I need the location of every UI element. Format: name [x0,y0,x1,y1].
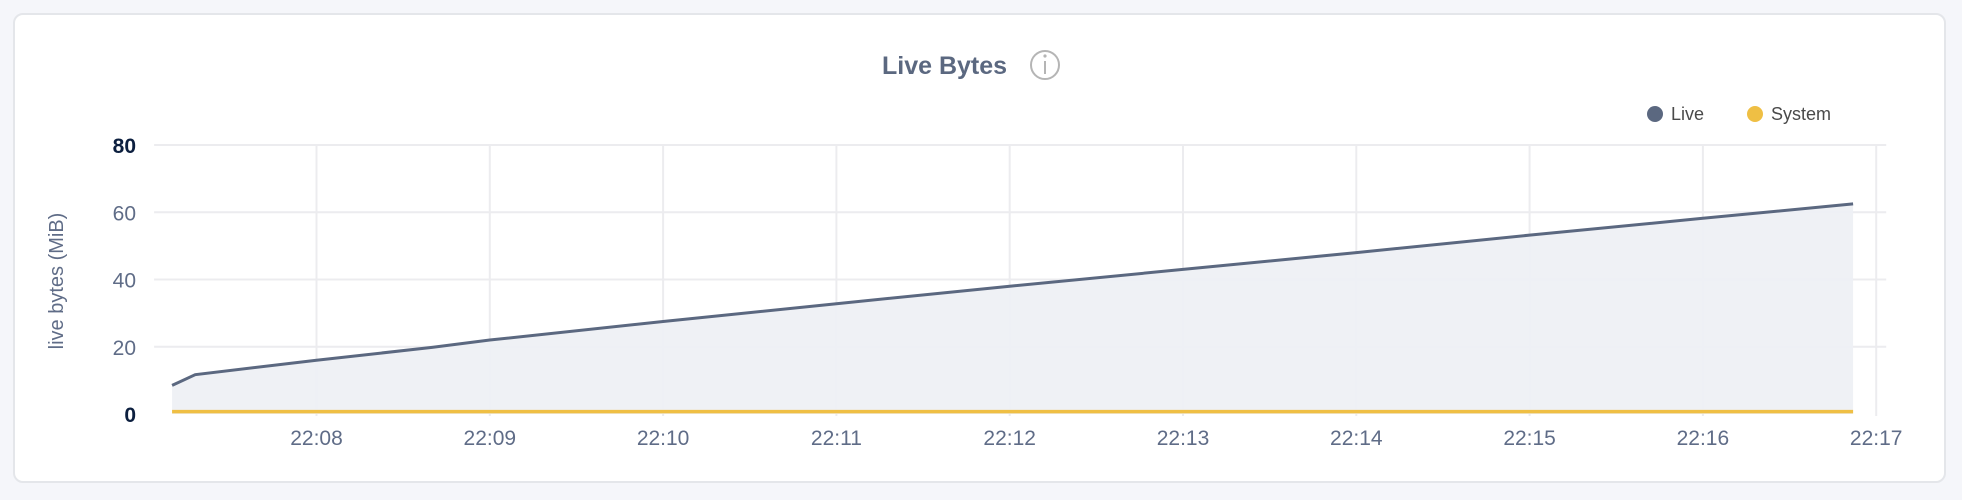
y-axis-title: live bytes (MiB) [46,213,68,350]
legend-item-system[interactable]: System [1747,104,1831,124]
x-axis: 22:08 22:09 22:10 22:11 22:12 22:13 22:14 22:15… [290,427,1902,450]
x-tick-label: 22:09 [464,427,517,450]
area-live [172,203,1854,414]
x-tick-label: 22:12 [983,427,1036,450]
y-tick-label: 20 [113,337,136,360]
y-tick-label: 60 [113,202,136,225]
legend: Live System [1647,104,1831,124]
y-tick-label: 0 [124,404,136,427]
legend-label: Live [1671,104,1704,124]
series-layer [171,202,1854,414]
x-tick-label: 22:10 [637,427,690,450]
y-axis: 0 20 40 60 80 [113,135,136,427]
x-tick-label: 22:13 [1157,427,1210,450]
x-tick-label: 22:08 [290,427,343,450]
x-tick-label: 22:11 [811,427,862,450]
legend-label: System [1771,104,1831,124]
legend-swatch [1747,106,1763,122]
x-tick-label: 22:15 [1503,427,1556,450]
info-circle-icon[interactable] [1030,50,1060,80]
chart-title: Live Bytes [882,52,1007,80]
legend-item-live[interactable]: Live [1647,104,1704,124]
y-tick-label: 40 [113,270,136,293]
x-tick-label: 22:17 [1850,427,1903,450]
legend-swatch [1647,106,1663,122]
y-tick-label: 80 [113,135,136,158]
x-tick-label: 22:14 [1330,427,1383,450]
line-live[interactable] [171,202,1854,387]
x-tick-label: 22:16 [1677,427,1730,450]
